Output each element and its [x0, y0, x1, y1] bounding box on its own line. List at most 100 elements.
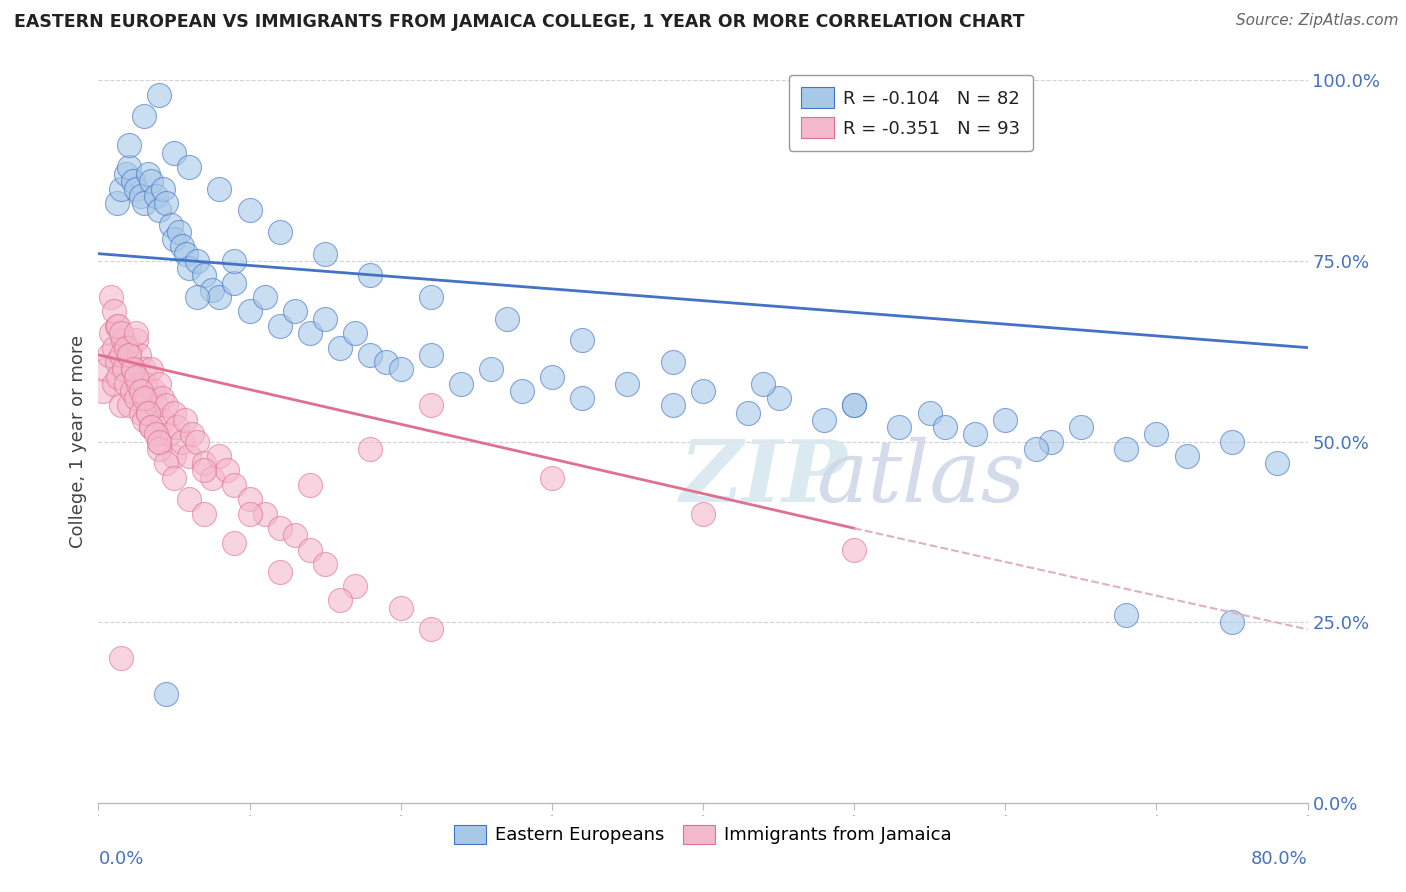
Point: [844, 542, 866, 557]
Point: [100, 290, 122, 304]
Point: [105, 196, 128, 211]
Point: [329, 593, 352, 607]
Point: [148, 434, 170, 449]
Point: [299, 478, 322, 492]
Point: [148, 434, 170, 449]
Point: [128, 348, 150, 362]
Point: [110, 398, 132, 412]
Point: [148, 376, 170, 391]
Point: [125, 369, 148, 384]
Point: [136, 406, 159, 420]
Point: [918, 406, 941, 420]
Point: [121, 384, 143, 398]
Point: [495, 311, 517, 326]
Point: [170, 239, 193, 253]
Point: [193, 268, 215, 283]
Point: [114, 376, 136, 391]
Point: [179, 261, 201, 276]
Point: [118, 348, 141, 362]
Point: [224, 535, 246, 549]
Point: [163, 145, 186, 160]
Point: [132, 362, 155, 376]
Point: [118, 398, 141, 412]
Point: [239, 304, 262, 318]
Point: [148, 203, 170, 218]
Point: [994, 413, 1017, 427]
Point: [173, 413, 195, 427]
Point: [145, 398, 167, 412]
Point: [1146, 427, 1168, 442]
Point: [94, 362, 117, 376]
Point: [193, 456, 215, 470]
Point: [110, 348, 132, 362]
Point: [136, 167, 159, 181]
Point: [163, 232, 186, 246]
Point: [141, 362, 163, 376]
Point: [844, 398, 866, 412]
Point: [965, 427, 987, 442]
Point: [110, 326, 132, 341]
Point: [163, 449, 186, 463]
Point: [125, 391, 148, 405]
Point: [129, 189, 152, 203]
Point: [374, 355, 396, 369]
Point: [239, 203, 262, 218]
Point: [889, 420, 911, 434]
Point: [134, 376, 156, 391]
Point: [120, 341, 142, 355]
Point: [163, 406, 186, 420]
Point: [103, 376, 125, 391]
Text: 0.0%: 0.0%: [98, 850, 143, 868]
Point: [98, 348, 121, 362]
Point: [105, 318, 128, 333]
Point: [284, 304, 307, 318]
Point: [360, 442, 382, 456]
Point: [224, 276, 246, 290]
Point: [179, 492, 201, 507]
Point: [344, 579, 367, 593]
Point: [166, 420, 188, 434]
Point: [132, 196, 155, 211]
Point: [122, 362, 145, 376]
Point: [1220, 615, 1243, 630]
Point: [239, 492, 262, 507]
Point: [145, 427, 167, 442]
Point: [136, 406, 159, 420]
Point: [118, 138, 141, 153]
Point: [661, 398, 683, 412]
Point: [208, 449, 231, 463]
Point: [1175, 449, 1198, 463]
Point: [167, 225, 190, 239]
Point: [152, 182, 174, 196]
Point: [253, 507, 276, 521]
Point: [813, 413, 835, 427]
Point: [159, 427, 181, 442]
Point: [1039, 434, 1062, 449]
Point: [360, 348, 382, 362]
Point: [1267, 456, 1289, 470]
Text: atlas: atlas: [815, 436, 1025, 519]
Point: [127, 376, 149, 391]
Point: [107, 318, 129, 333]
Point: [122, 362, 145, 376]
Point: [299, 326, 322, 341]
Point: [181, 427, 204, 442]
Point: [141, 420, 163, 434]
Point: [329, 341, 352, 355]
Point: [112, 362, 135, 376]
Point: [163, 471, 186, 485]
Point: [110, 651, 132, 665]
Point: [420, 623, 443, 637]
Point: [510, 384, 533, 398]
Point: [129, 406, 152, 420]
Point: [299, 542, 322, 557]
Point: [314, 558, 336, 572]
Point: [481, 362, 503, 376]
Point: [420, 348, 443, 362]
Text: EASTERN EUROPEAN VS IMMIGRANTS FROM JAMAICA COLLEGE, 1 YEAR OR MORE CORRELATION : EASTERN EUROPEAN VS IMMIGRANTS FROM JAMA…: [14, 13, 1025, 31]
Point: [269, 521, 291, 535]
Point: [616, 376, 638, 391]
Point: [143, 384, 166, 398]
Point: [110, 182, 132, 196]
Point: [129, 384, 152, 398]
